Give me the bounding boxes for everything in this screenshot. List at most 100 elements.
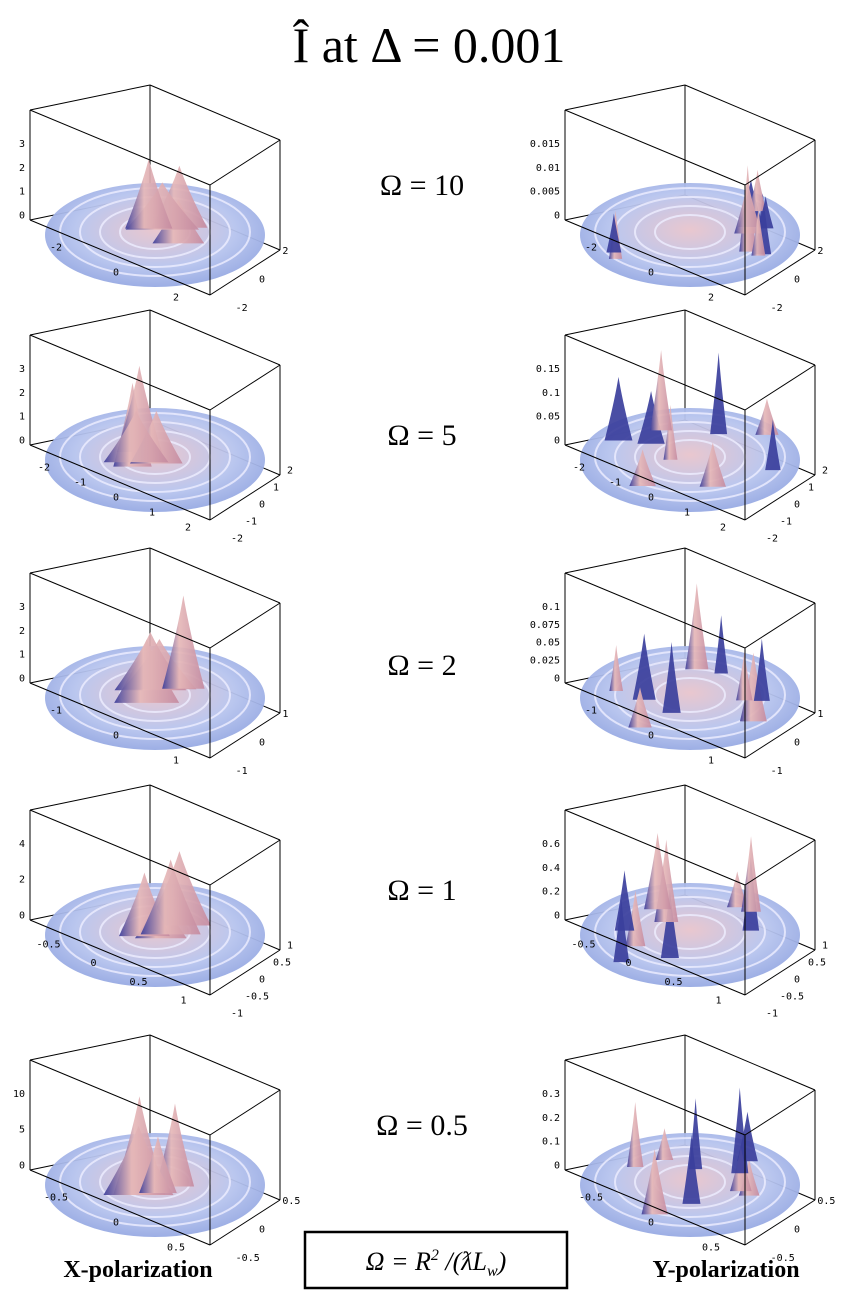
x-tick-label: -2 [50, 243, 62, 254]
surface-peak [625, 890, 646, 947]
surface-peak [734, 181, 762, 234]
y-tick-label: 0.5 [282, 1196, 300, 1207]
z-tick-label: 1 [19, 650, 25, 661]
surface-peak [726, 871, 748, 908]
omega-label: Ω = 5 [387, 419, 456, 452]
surface-peak [765, 419, 781, 471]
surface-peak [103, 410, 169, 463]
y-tick-label: -0.5 [780, 992, 804, 1003]
surface-peak [650, 350, 673, 431]
y-tick-label: 0 [259, 275, 265, 286]
z-tick-label: 0.1 [542, 1137, 560, 1148]
box-edge [29, 1059, 211, 1136]
x-tick-label: 0 [625, 958, 631, 969]
box-edge [29, 572, 211, 649]
z-tick-label: 0 [554, 210, 560, 221]
y-tick-label: -0.5 [236, 1253, 260, 1264]
box-edge [684, 547, 816, 604]
surface-ring [614, 421, 766, 493]
surface-ring [79, 1146, 231, 1218]
z-tick-label: 0.3 [542, 1089, 560, 1100]
z-tick-label: 10 [13, 1089, 25, 1100]
x-tick-label: 1 [708, 756, 714, 767]
plot-3d: 10 5 0 -0.5 0 0.5 0.5 0 -0.5 [13, 1034, 300, 1264]
box-edge [209, 949, 281, 996]
box-edge [684, 309, 816, 366]
formula-mid: /(ƛL [439, 1247, 487, 1276]
surface-peak [755, 398, 779, 435]
x-tick-label: -1 [585, 706, 597, 717]
omega-label: Ω = 2 [387, 649, 456, 682]
surface-peak [655, 1128, 674, 1160]
y-tick-label: 2 [282, 246, 288, 257]
z-tick-label: 0 [554, 1160, 560, 1171]
z-tick-label: 5 [19, 1125, 25, 1136]
box-edge [149, 547, 281, 604]
x-label: X-polarization [63, 1257, 212, 1283]
x-tick-label: 0.5 [664, 977, 682, 988]
x-tick-label: -2 [573, 463, 585, 474]
formula-box [303, 1230, 569, 1290]
surface-ring [79, 896, 231, 968]
y-tick-label: 2 [817, 246, 823, 257]
y-tick-label: 0 [794, 975, 800, 986]
y-tick-label: -2 [771, 303, 783, 314]
box-edge [29, 219, 211, 296]
z-tick-label: 0.6 [542, 839, 560, 850]
z-tick-label: 0.075 [530, 620, 560, 631]
box-edge [564, 682, 746, 759]
x-tick-label: -2 [38, 463, 50, 474]
z-tick-label: 0.15 [536, 364, 560, 375]
x-tick-label: 0.5 [167, 1243, 185, 1254]
y-tick-label: 0 [259, 500, 265, 511]
box-edge [564, 809, 746, 886]
box-edge [149, 309, 281, 366]
surface-peak [739, 652, 767, 722]
box-edge [29, 809, 211, 886]
z-tick-label: 0.05 [536, 412, 560, 423]
surface-peak [710, 352, 728, 435]
surface-peak [614, 870, 635, 931]
box-edge [209, 1199, 281, 1246]
y-tick-label: 0 [794, 738, 800, 749]
y-tick-label: 0 [259, 975, 265, 986]
box-edge [684, 84, 816, 141]
box-edge [29, 919, 211, 996]
x-tick-label: 1 [173, 756, 179, 767]
z-tick-label: 0 [19, 673, 25, 684]
formula-lhs: Ω = R [366, 1247, 431, 1276]
y-tick-label: -0.5 [771, 1253, 795, 1264]
y-tick-label: -1 [780, 517, 792, 528]
x-tick-label: -1 [74, 478, 86, 489]
formula-sup: 2 [431, 1247, 439, 1264]
x-tick-label: 2 [173, 293, 179, 304]
z-tick-label: 1 [19, 187, 25, 198]
x-tick-label: 1 [180, 996, 186, 1007]
surface-ring [654, 214, 726, 250]
surface-peak [751, 208, 766, 256]
y-tick-label: -2 [231, 534, 243, 545]
box-edge [564, 84, 686, 111]
box-edge [564, 219, 746, 296]
y-tick-label: -1 [766, 1009, 778, 1020]
x-tick-label: -0.5 [44, 1193, 68, 1204]
x-tick-label: -0.5 [36, 939, 60, 950]
x-tick-label: -2 [585, 243, 597, 254]
y-tick-label: 0 [794, 275, 800, 286]
z-tick-label: 0 [554, 673, 560, 684]
surface-peak [140, 859, 201, 935]
y-tick-label: 0.5 [273, 958, 291, 969]
box-edge [564, 919, 746, 996]
y-tick-label: 2 [822, 466, 828, 477]
box-edge [744, 364, 816, 411]
surface-peak [627, 1101, 644, 1168]
omega-label: Ω = 1 [387, 874, 456, 907]
surface-peak [637, 391, 665, 444]
surface-ring [614, 896, 766, 968]
box-edge [744, 1089, 816, 1136]
box-edge [29, 784, 151, 811]
y-tick-label: -0.5 [245, 992, 269, 1003]
omega-label: Ω = 0.5 [376, 1109, 468, 1142]
box-edge [744, 602, 816, 649]
y-tick-label: 0.5 [817, 1196, 835, 1207]
